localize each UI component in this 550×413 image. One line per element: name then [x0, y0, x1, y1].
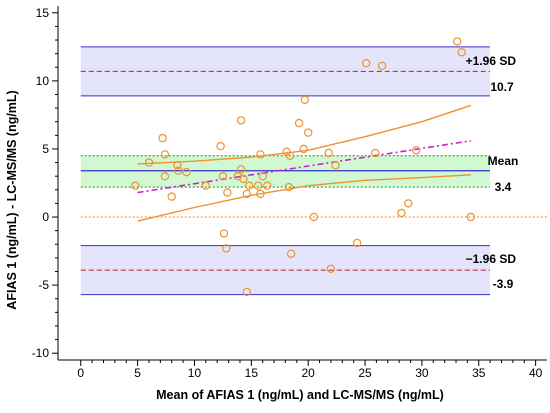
regression-line: [137, 140, 471, 194]
mean-label: Mean: [488, 154, 519, 168]
data-point: [167, 192, 176, 201]
data-point: [256, 150, 265, 159]
data-point: [219, 229, 229, 238]
data-point: [160, 171, 170, 181]
y-tick-label: 5: [42, 142, 49, 156]
data-point: [239, 174, 248, 184]
data-point: [326, 264, 336, 273]
y-tick-label: 10: [36, 74, 50, 88]
data-point: [453, 37, 462, 46]
data-point: [412, 146, 421, 155]
data-point: [253, 181, 263, 190]
data-point: [457, 48, 466, 57]
lower-loa-label: −1.96 SD: [466, 252, 517, 266]
data-point: [371, 148, 380, 158]
data-point: [223, 188, 232, 197]
data-point: [222, 244, 231, 253]
x-tick-label: 25: [358, 366, 372, 380]
data-point: [258, 171, 267, 181]
y-tick-label: 0: [42, 210, 49, 224]
data-point: [244, 181, 254, 190]
data-point: [263, 181, 272, 190]
regression-ci-upper: [137, 104, 472, 165]
data-point: [294, 118, 304, 128]
data-point: [216, 141, 225, 151]
data-point: [300, 95, 309, 105]
y-axis-title: AFIAS 1 (ng/mL) - LC-MS/MS (ng/mL): [5, 90, 19, 309]
data-point: [309, 212, 319, 222]
data-point: [201, 181, 210, 190]
axes: [52, 6, 547, 366]
x-tick-label: 10: [188, 366, 202, 380]
data-point: [304, 128, 313, 137]
reference-labels: +1.96 SD 10.7 Mean 3.4 −1.96 SD -3.9: [466, 54, 519, 291]
data-point: [285, 151, 295, 160]
data-point: [362, 59, 371, 68]
regression-ci-lower: [137, 174, 471, 222]
y-tick-label: -10: [32, 346, 50, 360]
data-point: [236, 165, 246, 174]
data-point: [324, 148, 333, 158]
data-point: [352, 238, 362, 248]
data-point: [286, 249, 296, 258]
data-point: [299, 144, 308, 154]
lower-loa-value: -3.9: [493, 277, 514, 291]
data-point: [377, 61, 387, 71]
y-tick-label: -5: [38, 278, 49, 292]
x-axis-title: Mean of AFIAS 1 (ng/mL) and LC-MS/MS (ng…: [156, 388, 444, 402]
x-tick-label: 35: [472, 366, 486, 380]
x-tick-label: 20: [302, 366, 316, 380]
data-point: [256, 189, 265, 199]
data-point: [404, 199, 413, 208]
mean-ci-band: [80, 155, 490, 188]
data-point: [331, 161, 340, 170]
tick-labels: -10 -5 0 5 10 15 0 5 10 15 20 25 30 35 40: [32, 6, 543, 380]
data-point: [397, 208, 406, 218]
data-point: [182, 167, 191, 177]
data-point: [160, 150, 170, 159]
upper-loa-label: +1.96 SD: [466, 54, 517, 68]
reference-lines: [80, 70, 547, 271]
x-tick-label: 30: [415, 366, 429, 380]
data-point: [173, 161, 182, 170]
mean-value: 3.4: [495, 180, 512, 194]
data-point: [284, 182, 294, 192]
x-tick-label: 0: [77, 366, 84, 380]
data-point: [242, 189, 251, 199]
data-point: [158, 133, 167, 143]
x-tick-label: 15: [245, 366, 259, 380]
data-point: [466, 212, 475, 222]
x-tick-label: 5: [134, 366, 141, 380]
y-tick-label: 15: [36, 6, 50, 20]
data-point: [174, 166, 183, 175]
data-point: [131, 181, 140, 190]
data-point: [236, 116, 246, 125]
data-points: [131, 37, 475, 297]
data-point: [242, 287, 251, 297]
data-point: [218, 171, 228, 181]
regression-lines: [137, 104, 472, 222]
upper-loa-value: 10.7: [490, 80, 514, 94]
data-point: [144, 158, 154, 167]
x-tick-label: 40: [529, 366, 543, 380]
